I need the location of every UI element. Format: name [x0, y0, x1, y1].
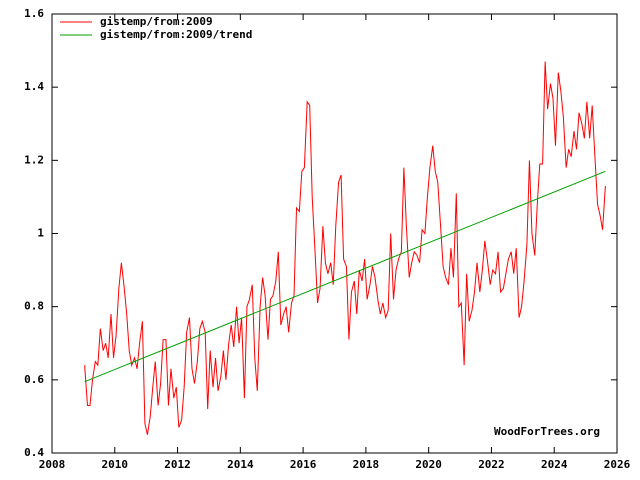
y-tick-label: 0.6 — [24, 373, 44, 386]
y-tick-label: 1 — [37, 227, 44, 240]
series-line — [84, 170, 606, 383]
x-tick-label: 2018 — [353, 458, 380, 471]
x-tick-label: 2020 — [415, 458, 442, 471]
x-tick-label: 2012 — [164, 458, 191, 471]
watermark: WoodForTrees.org — [494, 425, 600, 438]
x-tick-label: 2026 — [604, 458, 631, 471]
legend-label: gistemp/from:2009 — [100, 15, 213, 28]
y-tick-label: 1.2 — [24, 153, 44, 166]
legend-label: gistemp/from:2009/trend — [100, 28, 252, 41]
x-tick-label: 2010 — [102, 458, 129, 471]
series-line — [84, 61, 606, 435]
y-tick-label: 1.4 — [24, 80, 44, 93]
x-tick-label: 2016 — [290, 458, 317, 471]
x-tick-label: 2024 — [541, 458, 568, 471]
x-tick-label: 2014 — [227, 458, 254, 471]
y-tick-label: 1.6 — [24, 7, 44, 20]
x-tick-label: 2022 — [478, 458, 505, 471]
y-tick-label: 0.8 — [24, 300, 44, 313]
x-tick-label: 2008 — [39, 458, 66, 471]
y-tick-label: 0.4 — [24, 446, 44, 459]
